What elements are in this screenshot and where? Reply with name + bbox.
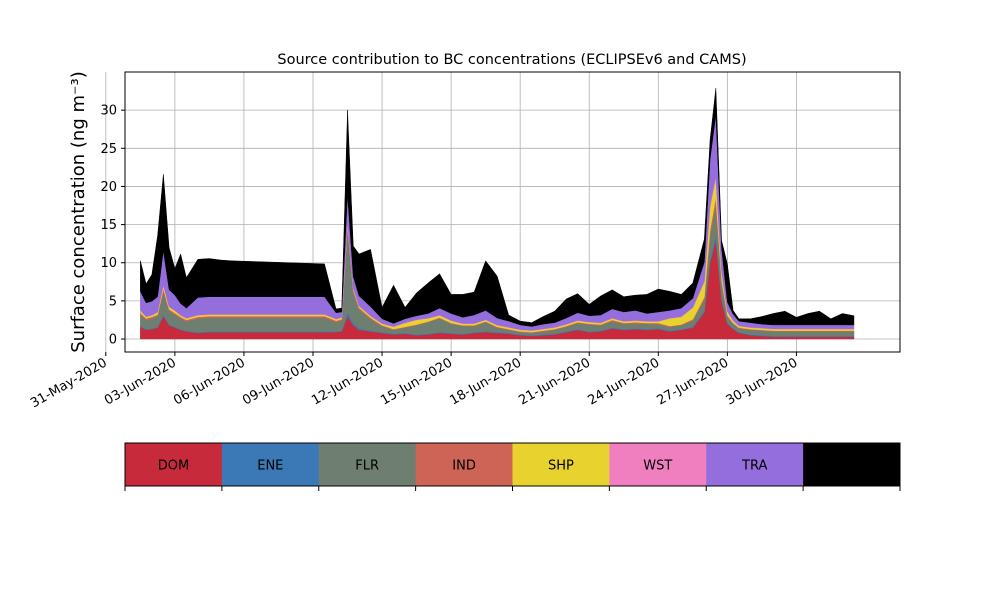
x-tick-label: 21-Jun-2020	[516, 355, 593, 408]
legend-label-dom: DOM	[158, 459, 189, 474]
legend-label-flr: FLR	[355, 459, 379, 474]
x-tick-label: 09-Jun-2020	[240, 355, 317, 408]
y-axis: 0 5 10 15 20 25 30	[100, 104, 125, 348]
x-tick-label: 15-Jun-2020	[378, 355, 455, 408]
x-tick-label: 03-Jun-2020	[102, 355, 179, 408]
legend-swatch-flr	[318, 443, 417, 486]
legend-swatch-shp	[512, 443, 610, 486]
area-bb	[140, 87, 855, 327]
y-tick-label: 10	[100, 256, 117, 271]
x-tick-label: 12-Jun-2020	[309, 355, 386, 408]
y-tick-label: 25	[100, 142, 117, 157]
legend-swatch-ind	[415, 443, 513, 486]
x-tick-label: 18-Jun-2020	[447, 355, 524, 408]
legend-label-wst: WST	[643, 459, 672, 474]
x-tick-label: 30-Jun-2020	[724, 355, 801, 408]
y-tick-label: 15	[100, 218, 117, 233]
chart-title: Source contribution to BC concentrations…	[277, 52, 746, 68]
legend-label-ene: ENE	[257, 459, 283, 474]
x-tick-label: 24-Jun-2020	[585, 355, 662, 408]
x-tick-label: 06-Jun-2020	[171, 355, 248, 408]
y-tick-label: 0	[109, 333, 117, 348]
legend-swatch-ene	[221, 443, 320, 486]
plot-frame	[124, 71, 901, 353]
legend-swatch-wst	[609, 443, 707, 486]
x-axis: 31-May-202003-Jun-202006-Jun-202009-Jun-…	[28, 352, 800, 411]
legend-swatch-tra	[706, 443, 804, 486]
grid	[105, 72, 900, 352]
legend-swatch-dom	[125, 443, 223, 486]
legend-colorbar: DOM ENE FLR IND SHP WST TRA BB	[124, 442, 901, 491]
y-tick-label: 20	[100, 180, 117, 195]
legend-label-ind: IND	[452, 459, 476, 474]
x-tick-label: 27-Jun-2020	[655, 355, 732, 408]
legend-label-shp: SHP	[548, 459, 574, 474]
x-tick-label: 31-May-2020	[28, 355, 110, 411]
stacked-areas	[140, 87, 855, 340]
y-axis-label: Surface concentration (ng m⁻³)	[68, 71, 89, 353]
y-tick-label: 30	[100, 104, 117, 119]
y-tick-label: 5	[109, 294, 117, 309]
legend-swatch-bb	[803, 443, 901, 486]
legend-label-bb: BB	[843, 459, 861, 474]
legend-label-tra: TRA	[741, 459, 767, 474]
